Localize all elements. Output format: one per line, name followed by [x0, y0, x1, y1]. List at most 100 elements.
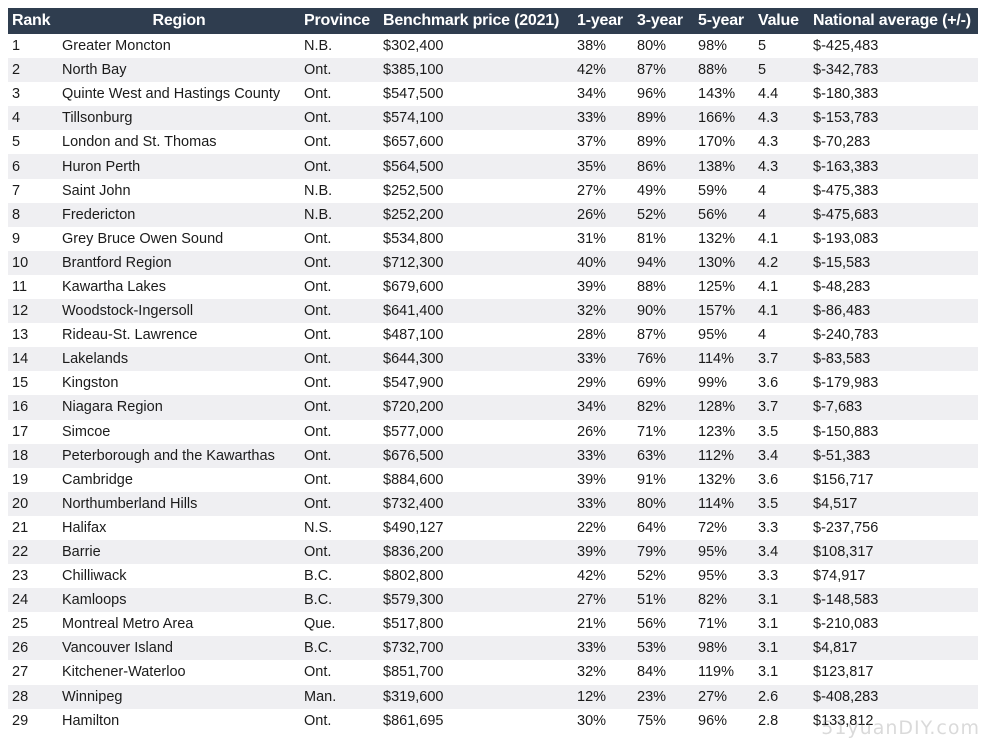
table-row[interactable]: 7 Saint John N.B. $252,500 27% 49% 59% 4 $-475,3…	[8, 178, 978, 203]
table-row[interactable]: 18 Peterborough and the Kawarthas Ont. $676…	[8, 443, 978, 468]
value-cell: 2.8	[754, 708, 809, 733]
one-year-cell: 34%	[573, 395, 633, 420]
three-year-cell: 88%	[633, 274, 694, 300]
national-average-cell: $-475,683	[809, 202, 978, 227]
table-row[interactable]: 16 Niagara Region Ont. $720,200 34% 82% 128% 3.…	[8, 395, 978, 420]
five-year-cell: 27%	[694, 684, 754, 709]
header-3-year[interactable]: 3-year	[633, 8, 694, 34]
benchmark-price-cell: $861,695	[379, 708, 573, 733]
five-year-cell: 138%	[694, 154, 754, 179]
three-year-cell: 69%	[633, 371, 694, 396]
table-row[interactable]: 27 Kitchener-Waterloo Ont. $851,700 32% 84% 11…	[8, 660, 978, 685]
one-year-cell: 30%	[573, 708, 633, 733]
header-rank[interactable]: Rank	[8, 8, 58, 34]
value-cell: 4.1	[754, 274, 809, 300]
table-row[interactable]: 9 Grey Bruce Owen Sound Ont. $534,800 31% 81%…	[8, 226, 978, 251]
table-row[interactable]: 29 Hamilton Ont. $861,695 30% 75% 96% 2.8 $133,8…	[8, 708, 978, 733]
table-row[interactable]: 8 Fredericton N.B. $252,200 26% 52% 56% 4 $-475,…	[8, 202, 978, 227]
region-cell: Lakelands	[58, 347, 300, 372]
table-row[interactable]: 4 Tillsonburg Ont. $574,100 33% 89% 166% 4.3 $-1…	[8, 106, 978, 131]
table-row[interactable]: 24 Kamloops B.C. $579,300 27% 51% 82% 3.1 $-148,…	[8, 588, 978, 613]
province-cell: B.C.	[300, 588, 379, 613]
header-1-year[interactable]: 1-year	[573, 8, 633, 34]
five-year-cell: 98%	[694, 34, 754, 59]
five-year-cell: 143%	[694, 82, 754, 107]
five-year-cell: 71%	[694, 612, 754, 637]
province-cell: Ont.	[300, 708, 379, 733]
province-cell: Ont.	[300, 130, 379, 155]
header-5-year[interactable]: 5-year	[694, 8, 754, 34]
five-year-cell: 123%	[694, 419, 754, 444]
five-year-cell: 166%	[694, 106, 754, 131]
three-year-cell: 56%	[633, 612, 694, 637]
rank-cell: 9	[8, 226, 58, 251]
region-cell: Winnipeg	[58, 684, 300, 709]
table-row[interactable]: 19 Cambridge Ont. $884,600 39% 91% 132% 3.6 $156…	[8, 467, 978, 492]
table-row[interactable]: 12 Woodstock-Ingersoll Ont. $641,400 32% 90% 1…	[8, 299, 978, 324]
value-cell: 4.3	[754, 130, 809, 155]
table-row[interactable]: 13 Rideau-St. Lawrence Ont. $487,100 28% 87% 9…	[8, 323, 978, 348]
value-cell: 2.6	[754, 684, 809, 709]
table-row[interactable]: 25 Montreal Metro Area Que. $517,800 21% 56% 7…	[8, 612, 978, 637]
table-row[interactable]: 3 Quinte West and Hastings County Ont. $547…	[8, 82, 978, 107]
province-cell: Ont.	[300, 323, 379, 348]
table-row[interactable]: 10 Brantford Region Ont. $712,300 40% 94% 130%…	[8, 250, 978, 275]
table-row[interactable]: 26 Vancouver Island B.C. $732,700 33% 53% 98% 3…	[8, 636, 978, 661]
five-year-cell: 112%	[694, 443, 754, 468]
table-row[interactable]: 21 Halifax N.S. $490,127 22% 64% 72% 3.3 $-237,7…	[8, 515, 978, 540]
header-value[interactable]: Value	[754, 8, 809, 34]
rank-cell: 11	[8, 274, 58, 300]
five-year-cell: 132%	[694, 467, 754, 492]
region-cell: Montreal Metro Area	[58, 612, 300, 637]
table-row[interactable]: 6 Huron Perth Ont. $564,500 35% 86% 138% 4.3 $-1…	[8, 154, 978, 179]
table-row[interactable]: 28 Winnipeg Man. $319,600 12% 23% 27% 2.6 $-408,…	[8, 684, 978, 709]
three-year-cell: 52%	[633, 564, 694, 589]
benchmark-price-cell: $851,700	[379, 660, 573, 685]
header-province[interactable]: Province	[300, 8, 379, 34]
national-average-cell: $4,817	[809, 636, 978, 661]
table-row[interactable]: 5 London and St. Thomas Ont. $657,600 37% 89%…	[8, 130, 978, 155]
one-year-cell: 33%	[573, 106, 633, 131]
five-year-cell: 114%	[694, 491, 754, 516]
value-cell: 3.4	[754, 443, 809, 468]
province-cell: N.B.	[300, 178, 379, 203]
table-row[interactable]: 2 North Bay Ont. $385,100 42% 87% 88% 5 $-342,78…	[8, 58, 978, 83]
three-year-cell: 52%	[633, 202, 694, 227]
three-year-cell: 51%	[633, 588, 694, 613]
one-year-cell: 21%	[573, 612, 633, 637]
header-region[interactable]: Region	[58, 8, 300, 34]
table-row[interactable]: 15 Kingston Ont. $547,900 29% 69% 99% 3.6 $-179,…	[8, 371, 978, 396]
header-row: Rank Region Province Benchmark price (20…	[8, 8, 978, 34]
table-row[interactable]: 20 Northumberland Hills Ont. $732,400 33% 80%…	[8, 491, 978, 516]
header-benchmark-price[interactable]: Benchmark price (2021)	[379, 8, 573, 34]
table-row[interactable]: 14 Lakelands Ont. $644,300 33% 76% 114% 3.7 $-83…	[8, 347, 978, 372]
province-cell: Ont.	[300, 347, 379, 372]
region-cell: Niagara Region	[58, 395, 300, 420]
value-cell: 3.1	[754, 660, 809, 685]
one-year-cell: 33%	[573, 491, 633, 516]
table-row[interactable]: 23 Chilliwack B.C. $802,800 42% 52% 95% 3.3 $74,…	[8, 564, 978, 589]
value-cell: 3.1	[754, 636, 809, 661]
benchmark-price-cell: $517,800	[379, 612, 573, 637]
one-year-cell: 35%	[573, 154, 633, 179]
benchmark-price-cell: $252,500	[379, 178, 573, 203]
value-cell: 3.3	[754, 515, 809, 540]
national-average-cell: $4,517	[809, 491, 978, 516]
five-year-cell: 95%	[694, 539, 754, 565]
table-row[interactable]: 17 Simcoe Ont. $577,000 26% 71% 123% 3.5 $-150,8…	[8, 419, 978, 444]
region-cell: Greater Moncton	[58, 34, 300, 59]
header-national-average[interactable]: National average (+/-)	[809, 8, 978, 34]
national-average-cell: $-86,483	[809, 299, 978, 324]
province-cell: B.C.	[300, 564, 379, 589]
region-cell: North Bay	[58, 58, 300, 83]
five-year-cell: 99%	[694, 371, 754, 396]
table-row[interactable]: 11 Kawartha Lakes Ont. $679,600 39% 88% 125% 4.…	[8, 274, 978, 300]
one-year-cell: 33%	[573, 347, 633, 372]
province-cell: Ont.	[300, 467, 379, 492]
province-cell: Ont.	[300, 443, 379, 468]
value-cell: 3.6	[754, 371, 809, 396]
table-row[interactable]: 22 Barrie Ont. $836,200 39% 79% 95% 3.4 $108,317	[8, 539, 978, 565]
table-row[interactable]: 1 Greater Moncton N.B. $302,400 38% 80% 98% 5 $-…	[8, 34, 978, 59]
rankings-table: Rank Region Province Benchmark price (20…	[8, 8, 978, 733]
five-year-cell: 95%	[694, 564, 754, 589]
